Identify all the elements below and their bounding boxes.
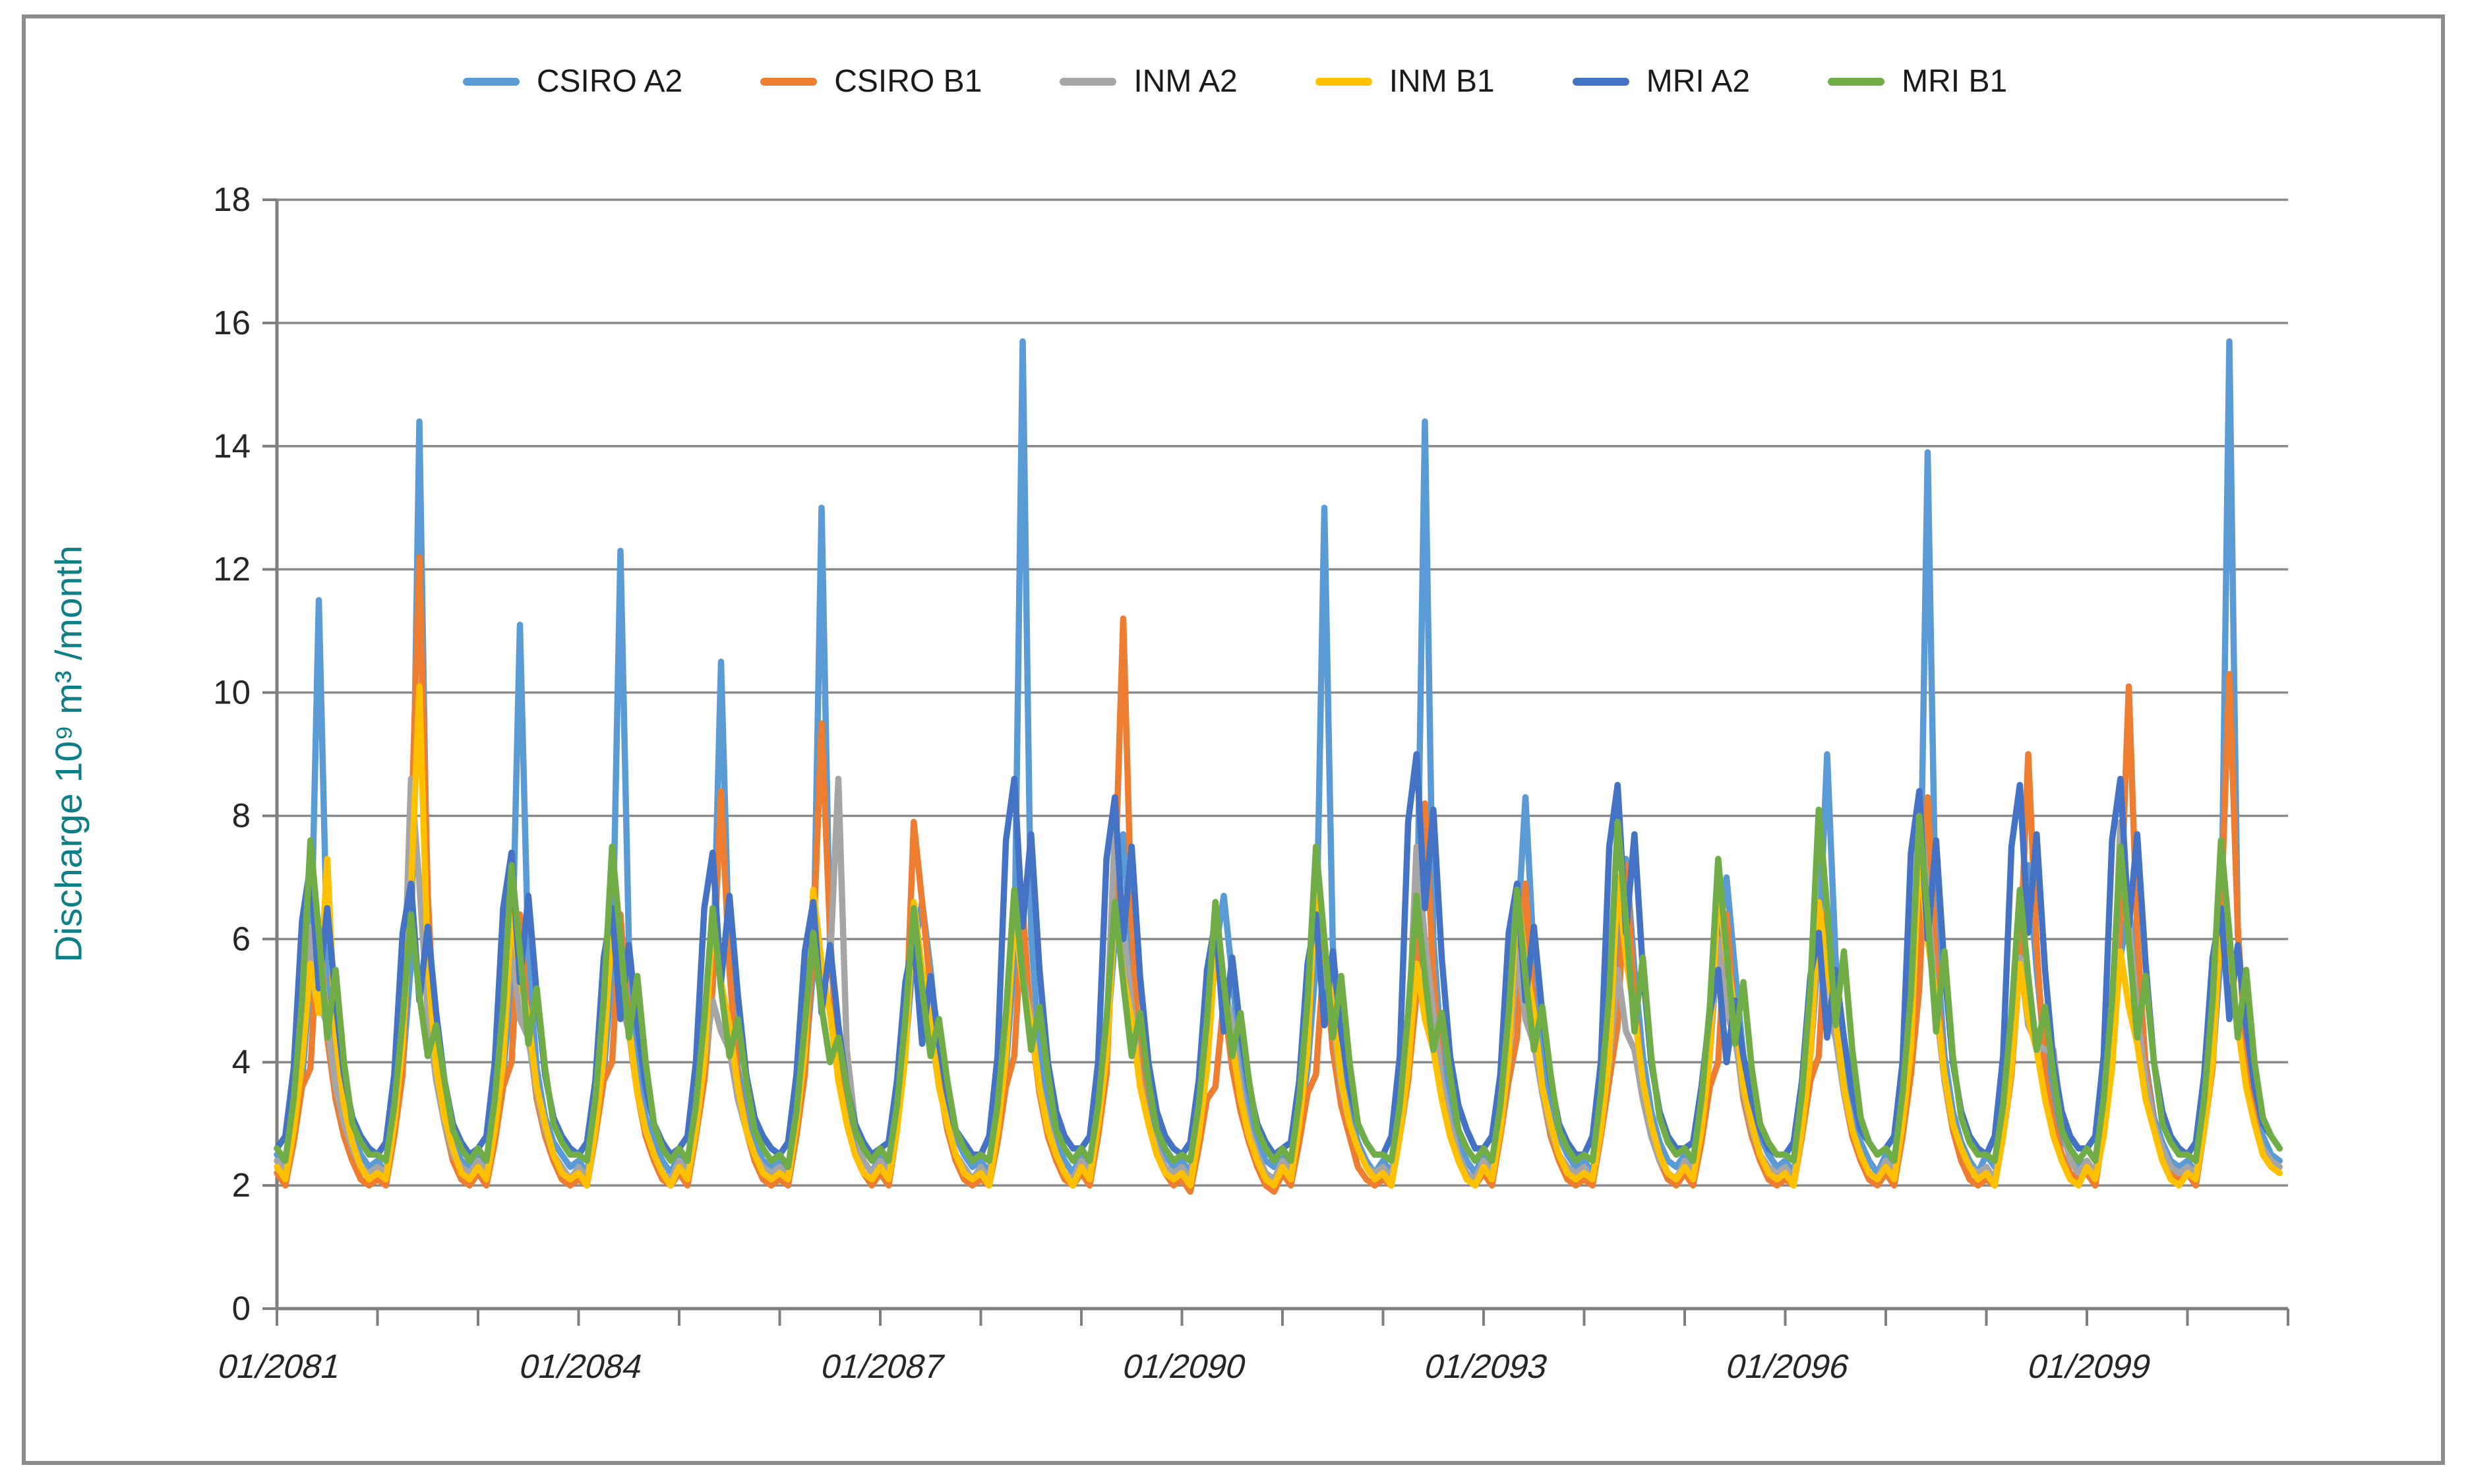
legend-swatch-mri-a2 [1572, 78, 1629, 86]
x-tick-label-01/2090: 01/2090 [1120, 1348, 1251, 1385]
legend-label-mri-a2: MRI A2 [1646, 64, 1751, 99]
legend-swatch-mri-b1 [1828, 78, 1885, 86]
y-tick-label-16: 16 [213, 304, 251, 341]
legend-swatch-inm-a2 [1060, 78, 1117, 86]
x-tick-label-01/2087: 01/2087 [818, 1348, 949, 1385]
series-line-inm-a2 [274, 775, 2283, 1183]
x-tick-label-01/2093: 01/2093 [1421, 1348, 1552, 1385]
x-tick-label-01/2084: 01/2084 [516, 1348, 648, 1385]
y-tick-label-14: 14 [213, 427, 251, 465]
y-tick-label-4: 4 [232, 1043, 251, 1081]
x-tick-label-01/2099: 01/2099 [2024, 1348, 2155, 1385]
legend-label-csiro-a2: CSIRO A2 [536, 64, 683, 99]
series-line-inm-b1 [274, 683, 2283, 1189]
series-line-csiro-b1 [274, 554, 2283, 1195]
y-tick-label-0: 0 [232, 1290, 251, 1327]
y-tick-label-10: 10 [213, 674, 251, 711]
y-tick-label-18: 18 [213, 181, 251, 218]
legend-swatch-inm-b1 [1315, 78, 1372, 86]
legend-swatch-csiro-b1 [760, 78, 818, 86]
series-line-mri-b1 [274, 806, 2283, 1170]
legend-item-csiro-b1: CSIRO B1 [760, 66, 982, 98]
y-axis-title: Discharge 10⁹ m³ /month [47, 545, 90, 963]
legend-label-mri-b1: MRI B1 [1902, 64, 2008, 99]
legend-label-csiro-b1: CSIRO B1 [834, 64, 982, 99]
legend-item-mri-a2: MRI A2 [1572, 64, 1751, 99]
chart-legend: CSIRO A2 CSIRO B1 INM A2 INM B1 MRI A2 MRI B1 [0, 66, 2470, 98]
series-line-csiro-a2 [274, 338, 2283, 1177]
series-line-mri-a2 [274, 751, 2283, 1158]
y-tick-label-6: 6 [232, 920, 251, 957]
legend-item-inm-a2: INM A2 [1060, 64, 1238, 99]
legend-item-csiro-a2: CSIRO A2 [462, 64, 683, 99]
legend-label-inm-b1: INM B1 [1389, 64, 1495, 99]
legend-label-inm-a2: INM A2 [1133, 64, 1238, 99]
y-tick-label-8: 8 [232, 796, 251, 834]
y-tick-label-12: 12 [213, 550, 251, 588]
x-tick-label-01/2096: 01/2096 [1723, 1348, 1854, 1385]
legend-swatch-csiro-a2 [462, 78, 520, 86]
x-tick-label-01/2081: 01/2081 [214, 1348, 346, 1385]
legend-item-mri-b1: MRI B1 [1828, 66, 2007, 98]
y-tick-label-2: 2 [232, 1166, 251, 1204]
legend-item-inm-b1: INM B1 [1315, 66, 1495, 98]
